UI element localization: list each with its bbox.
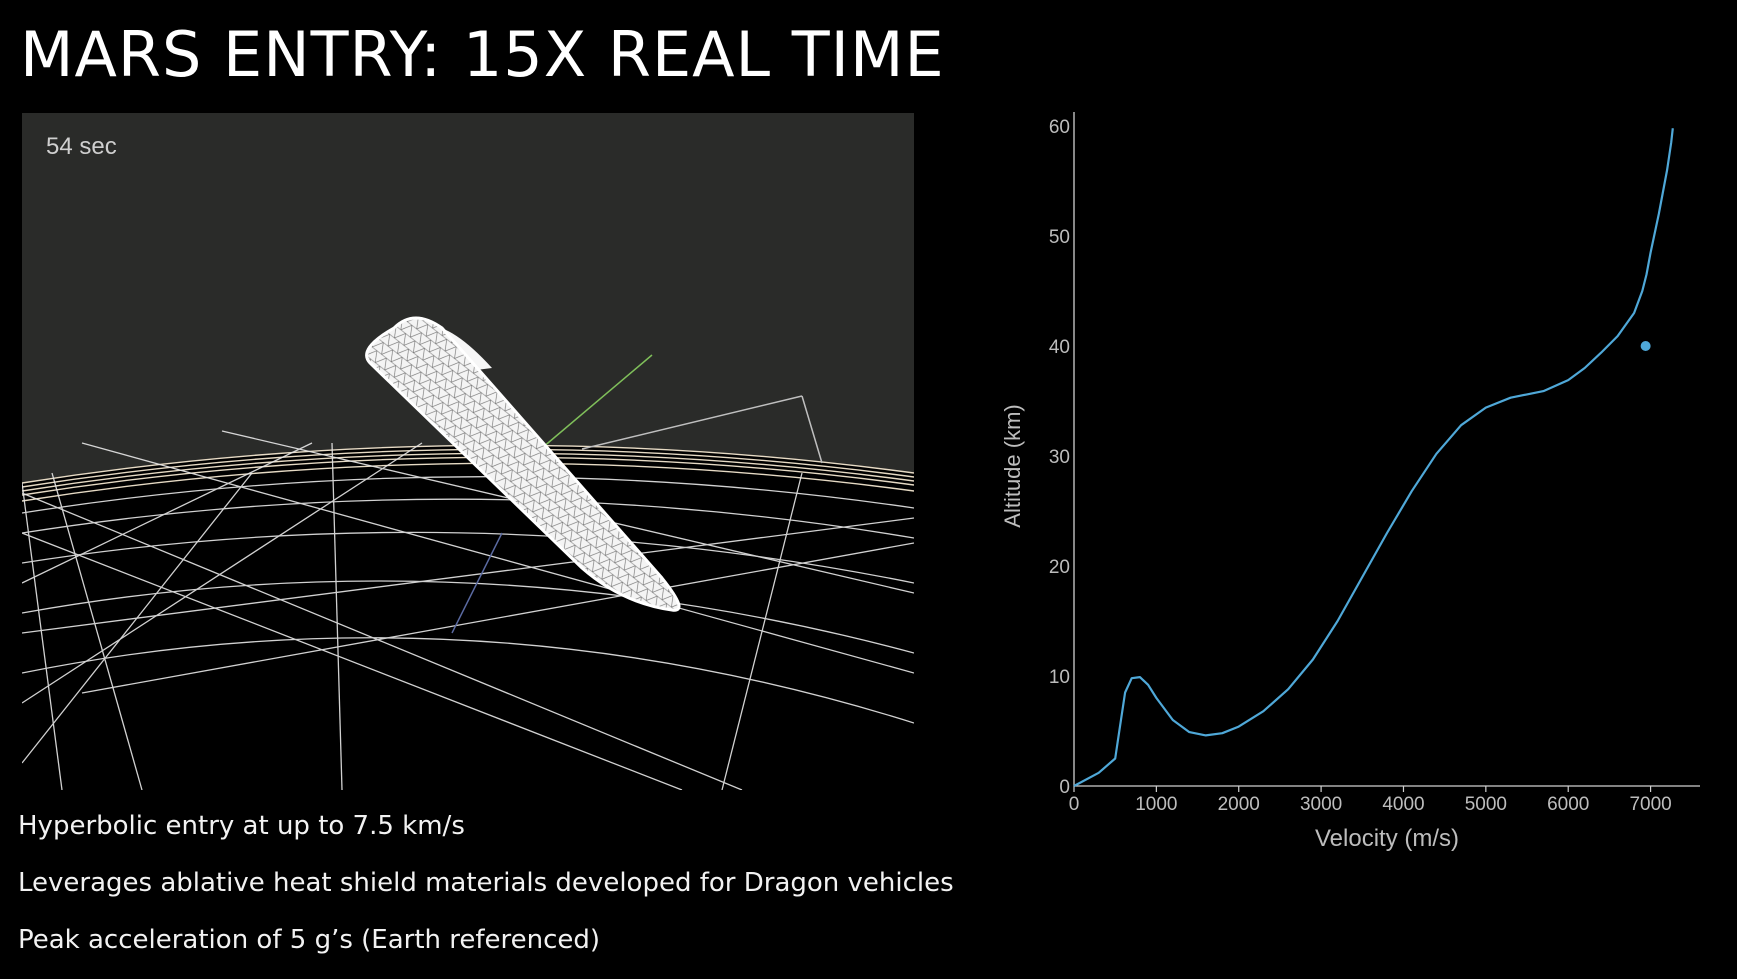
y-tick-label: 60 (1049, 117, 1070, 138)
x-tick-label: 5000 (1465, 794, 1507, 815)
down-vector (451, 532, 503, 634)
x-tick-label: 2000 (1218, 794, 1260, 815)
y-tick-label: 50 (1049, 227, 1070, 248)
x-tick-label: 3000 (1300, 794, 1342, 815)
y-tick-label: 30 (1049, 447, 1070, 468)
x-tick-label: 4000 (1382, 794, 1424, 815)
bullet-peak-acceleration: Peak acceleration of 5 g’s (Earth refere… (18, 925, 601, 955)
simulation-timer: 54 sec (46, 133, 117, 160)
sky (22, 113, 914, 483)
trajectory-line (581, 395, 803, 450)
y-tick-label: 40 (1049, 337, 1070, 358)
y-axis-label: Altitude (km) (1000, 404, 1025, 527)
y-tick-label: 0 (1059, 777, 1070, 798)
x-tick-label: 0 (1069, 794, 1080, 815)
bullet-list: Hyperbolic entry at up to 7.5 km/s Lever… (18, 808, 954, 979)
x-tick-label: 6000 (1547, 794, 1589, 815)
spaceship-hull (365, 316, 681, 612)
chart-ticks: 0 1000 2000 3000 4000 5000 6000 7000 0 10 20 30 40 50… (1049, 117, 1672, 815)
current-position-marker (1640, 341, 1651, 351)
y-tick-label: 20 (1049, 557, 1070, 578)
trajectory-tail (801, 395, 823, 464)
entry-simulation-viewport: 54 sec (22, 113, 914, 790)
bullet-heat-shield: Leverages ablative heat shield materials… (18, 868, 954, 898)
slide-title: MARS ENTRY: 15X REAL TIME (20, 18, 945, 91)
bullet-entry-speed: Hyperbolic entry at up to 7.5 km/s (18, 811, 465, 841)
chart-axes (1073, 112, 1700, 787)
chart-series (1073, 128, 1674, 787)
spaceship-wireframe (365, 316, 681, 612)
x-tick-label: 7000 (1629, 794, 1671, 815)
altitude-velocity-chart: 0 1000 2000 3000 4000 5000 6000 7000 0 10 20 30 40 50… (1000, 112, 1700, 852)
x-axis-label: Velocity (m/s) (1315, 825, 1459, 852)
velocity-vector (541, 354, 653, 449)
planet-wireframe-grid (22, 430, 914, 790)
y-tick-label: 10 (1049, 667, 1070, 688)
x-tick-label: 1000 (1135, 794, 1177, 815)
series-line (1073, 128, 1674, 787)
simulation-scene (22, 113, 914, 790)
